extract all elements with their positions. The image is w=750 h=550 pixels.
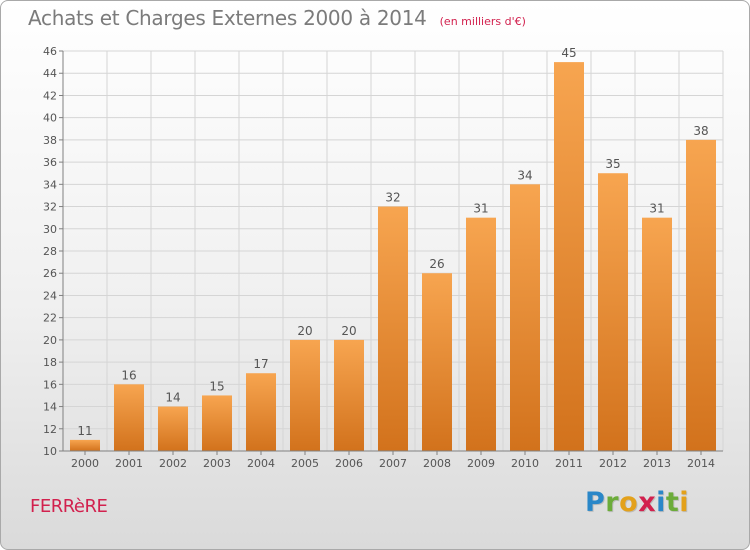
bars bbox=[70, 62, 716, 452]
value-label-2000: 11 bbox=[77, 424, 92, 438]
y-tick-label: 22 bbox=[43, 312, 57, 325]
value-label-2004: 17 bbox=[253, 357, 268, 371]
bar-2009 bbox=[466, 217, 496, 451]
value-label-2009: 31 bbox=[473, 202, 488, 216]
labels: 10 12 14 16 18 20 22 24 26 28 30 32 34 36 38 40 42 44 46 11… bbox=[43, 45, 715, 470]
proxiti-logo: Proxiti bbox=[585, 487, 690, 518]
value-label-2014: 38 bbox=[693, 124, 708, 138]
y-tick-label: 14 bbox=[43, 401, 57, 414]
y-tick-label: 42 bbox=[43, 89, 57, 102]
value-label-2002: 14 bbox=[165, 391, 180, 405]
y-tick-label: 34 bbox=[43, 178, 57, 191]
y-tick-label: 46 bbox=[43, 45, 57, 58]
x-tick-label-2004: 2004 bbox=[247, 457, 275, 470]
y-tick-label: 18 bbox=[43, 356, 57, 369]
y-tick-label: 32 bbox=[43, 201, 57, 214]
y-tick-label: 12 bbox=[43, 423, 57, 436]
value-label-2005: 20 bbox=[297, 324, 312, 338]
chart-title: Achats et Charges Externes 2000 à 2014 bbox=[28, 6, 427, 30]
y-tick-label: 38 bbox=[43, 134, 57, 147]
bar-2001 bbox=[114, 384, 144, 451]
y-tick-label: 10 bbox=[43, 445, 57, 458]
x-tick-label-2008: 2008 bbox=[423, 457, 451, 470]
axes bbox=[59, 50, 723, 455]
x-tick-label-2005: 2005 bbox=[291, 457, 319, 470]
bar-2014 bbox=[686, 139, 716, 451]
bar-2008 bbox=[422, 273, 452, 451]
bar-2003 bbox=[202, 395, 232, 451]
value-label-2010: 34 bbox=[517, 168, 532, 182]
value-label-2007: 32 bbox=[385, 191, 400, 205]
value-label-2012: 35 bbox=[605, 157, 620, 171]
bar-2002 bbox=[158, 406, 188, 451]
bar-2006 bbox=[334, 339, 364, 451]
x-tick-label-2000: 2000 bbox=[71, 457, 99, 470]
y-tick-label: 16 bbox=[43, 378, 57, 391]
bar-2011 bbox=[554, 62, 584, 451]
location-label: FERRèRE bbox=[30, 496, 108, 517]
x-tick-label-2009: 2009 bbox=[467, 457, 495, 470]
y-tick-label: 44 bbox=[43, 67, 57, 80]
y-tick-label: 36 bbox=[43, 156, 57, 169]
bar-2004 bbox=[246, 373, 276, 451]
x-tick-label-2010: 2010 bbox=[511, 457, 539, 470]
value-label-2001: 16 bbox=[121, 368, 136, 382]
x-tick-label-2002: 2002 bbox=[159, 457, 187, 470]
bar-2000 bbox=[70, 439, 100, 451]
value-label-2013: 31 bbox=[649, 202, 664, 216]
y-tick-label: 30 bbox=[43, 223, 57, 236]
value-label-2003: 15 bbox=[209, 379, 224, 393]
y-tick-label: 28 bbox=[43, 245, 57, 258]
x-tick-label-2013: 2013 bbox=[643, 457, 671, 470]
chart-subtitle: (en milliers d'€) bbox=[439, 15, 526, 28]
x-tick-label-2006: 2006 bbox=[335, 457, 363, 470]
y-tick-label: 26 bbox=[43, 267, 57, 280]
bar-2012 bbox=[598, 173, 628, 451]
x-tick-label-2012: 2012 bbox=[599, 457, 627, 470]
x-tick-label-2003: 2003 bbox=[203, 457, 231, 470]
x-tick-label-2007: 2007 bbox=[379, 457, 407, 470]
x-tick-label-2014: 2014 bbox=[687, 457, 715, 470]
bar-2010 bbox=[510, 184, 540, 452]
y-tick-label: 20 bbox=[43, 334, 57, 347]
x-tick-label-2011: 2011 bbox=[555, 457, 583, 470]
y-tick-label: 24 bbox=[43, 289, 57, 302]
bar-2005 bbox=[290, 339, 320, 451]
value-label-2011: 45 bbox=[561, 46, 576, 60]
value-label-2008: 26 bbox=[429, 257, 444, 271]
title-row: Achats et Charges Externes 2000 à 2014 (… bbox=[28, 6, 526, 30]
x-tick-label-2001: 2001 bbox=[115, 457, 143, 470]
bar-2013 bbox=[642, 217, 672, 451]
y-tick-label: 40 bbox=[43, 112, 57, 125]
value-label-2006: 20 bbox=[341, 324, 356, 338]
bar-2007 bbox=[378, 206, 408, 451]
